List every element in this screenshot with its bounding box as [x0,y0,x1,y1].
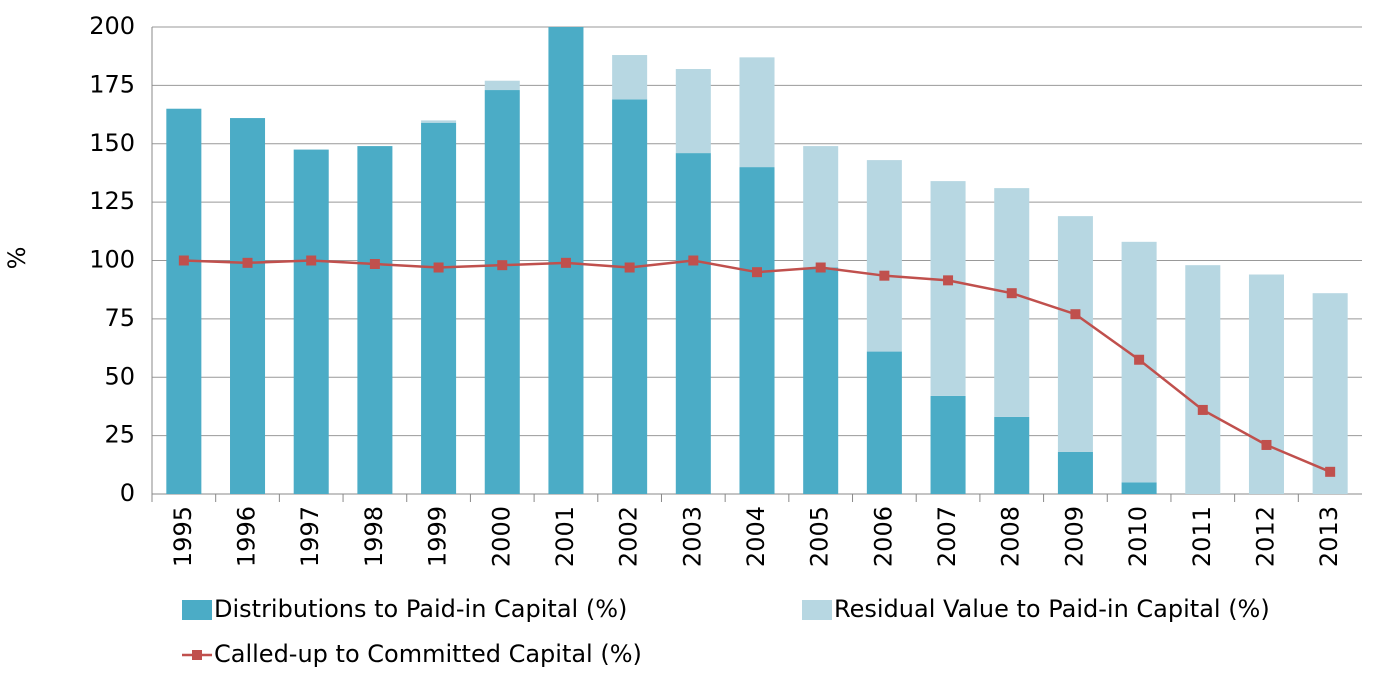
legend-label: Called-up to Committed Capital (%) [214,640,642,668]
y-tick-label: 200 [89,12,135,40]
line-marker [688,255,699,266]
y-tick-label: 0 [120,479,135,507]
line-marker [815,262,826,273]
x-tick-label: 2011 [1188,506,1216,567]
x-tick-label: 2010 [1124,506,1152,567]
bar [675,69,711,154]
x-tick-label: 2008 [997,506,1025,567]
bar [1312,293,1348,494]
y-tick-label: 75 [104,304,135,332]
y-tick-label: 175 [89,70,135,98]
bar [930,181,966,396]
x-tick-label: 2004 [742,506,770,567]
bar [866,351,902,494]
line-marker [1070,309,1081,320]
y-tick-label: 125 [89,187,135,215]
line-marker [306,255,317,266]
line-marker [879,270,890,281]
x-tick-label: 2012 [1251,506,1279,567]
line-marker [1197,404,1208,415]
bar [230,118,266,494]
x-tick-label: 1996 [233,506,261,567]
bar [866,160,902,352]
x-tick-label: 1998 [360,506,388,567]
bar [994,188,1030,417]
line-marker [752,267,762,278]
x-tick-label: 1997 [296,506,324,567]
bar [166,108,202,494]
x-tick-label: 2009 [1060,506,1088,567]
bar [612,99,648,494]
bar [421,120,457,123]
x-tick-label: 2007 [933,506,961,567]
legend-swatch [182,600,212,620]
x-tick-label: 2005 [806,506,834,567]
y-tick-label: 50 [104,362,135,390]
bar [1057,216,1093,452]
line-marker [369,259,380,270]
line-marker [1134,354,1145,365]
bar [1057,451,1093,494]
bar [994,416,1030,494]
x-tick-label: 2013 [1315,506,1343,567]
x-tick-label: 2001 [551,506,579,567]
y-tick-label: 150 [89,129,135,157]
x-tick-label: 2003 [678,506,706,567]
line-marker [1006,288,1017,299]
bar [1248,274,1284,494]
legend-swatch [802,600,832,620]
legend-label: Residual Value to Paid-in Capital (%) [834,595,1270,623]
line-marker [943,275,954,286]
x-tick-label: 1999 [424,506,452,567]
line-marker [497,260,508,271]
bar [484,80,520,91]
bar [739,57,775,168]
legend-label: Distributions to Paid-in Capital (%) [214,595,627,623]
bar [1121,482,1157,494]
line-marker [624,262,635,273]
bar [739,167,775,494]
line-marker [242,257,253,268]
bar [803,146,839,268]
line-marker [433,262,444,273]
bar [484,90,520,495]
x-tick-label: 1995 [169,506,197,567]
line-marker [178,255,189,266]
bar [1185,265,1221,494]
bar [930,395,966,494]
line-marker [1325,466,1336,477]
bar [803,267,839,494]
y-axis-label: % [3,247,31,270]
x-tick-label: 2000 [487,506,515,567]
line-marker [1261,439,1272,450]
legend-marker [192,650,202,660]
bar [612,55,648,100]
x-tick-label: 2002 [615,506,643,567]
bar [357,146,393,494]
bar [675,153,711,494]
bar [293,149,329,494]
y-tick-label: 25 [104,421,135,449]
x-tick-label: 2006 [869,506,897,567]
y-tick-label: 100 [89,246,135,274]
line-marker [560,257,571,268]
bar [421,122,457,495]
